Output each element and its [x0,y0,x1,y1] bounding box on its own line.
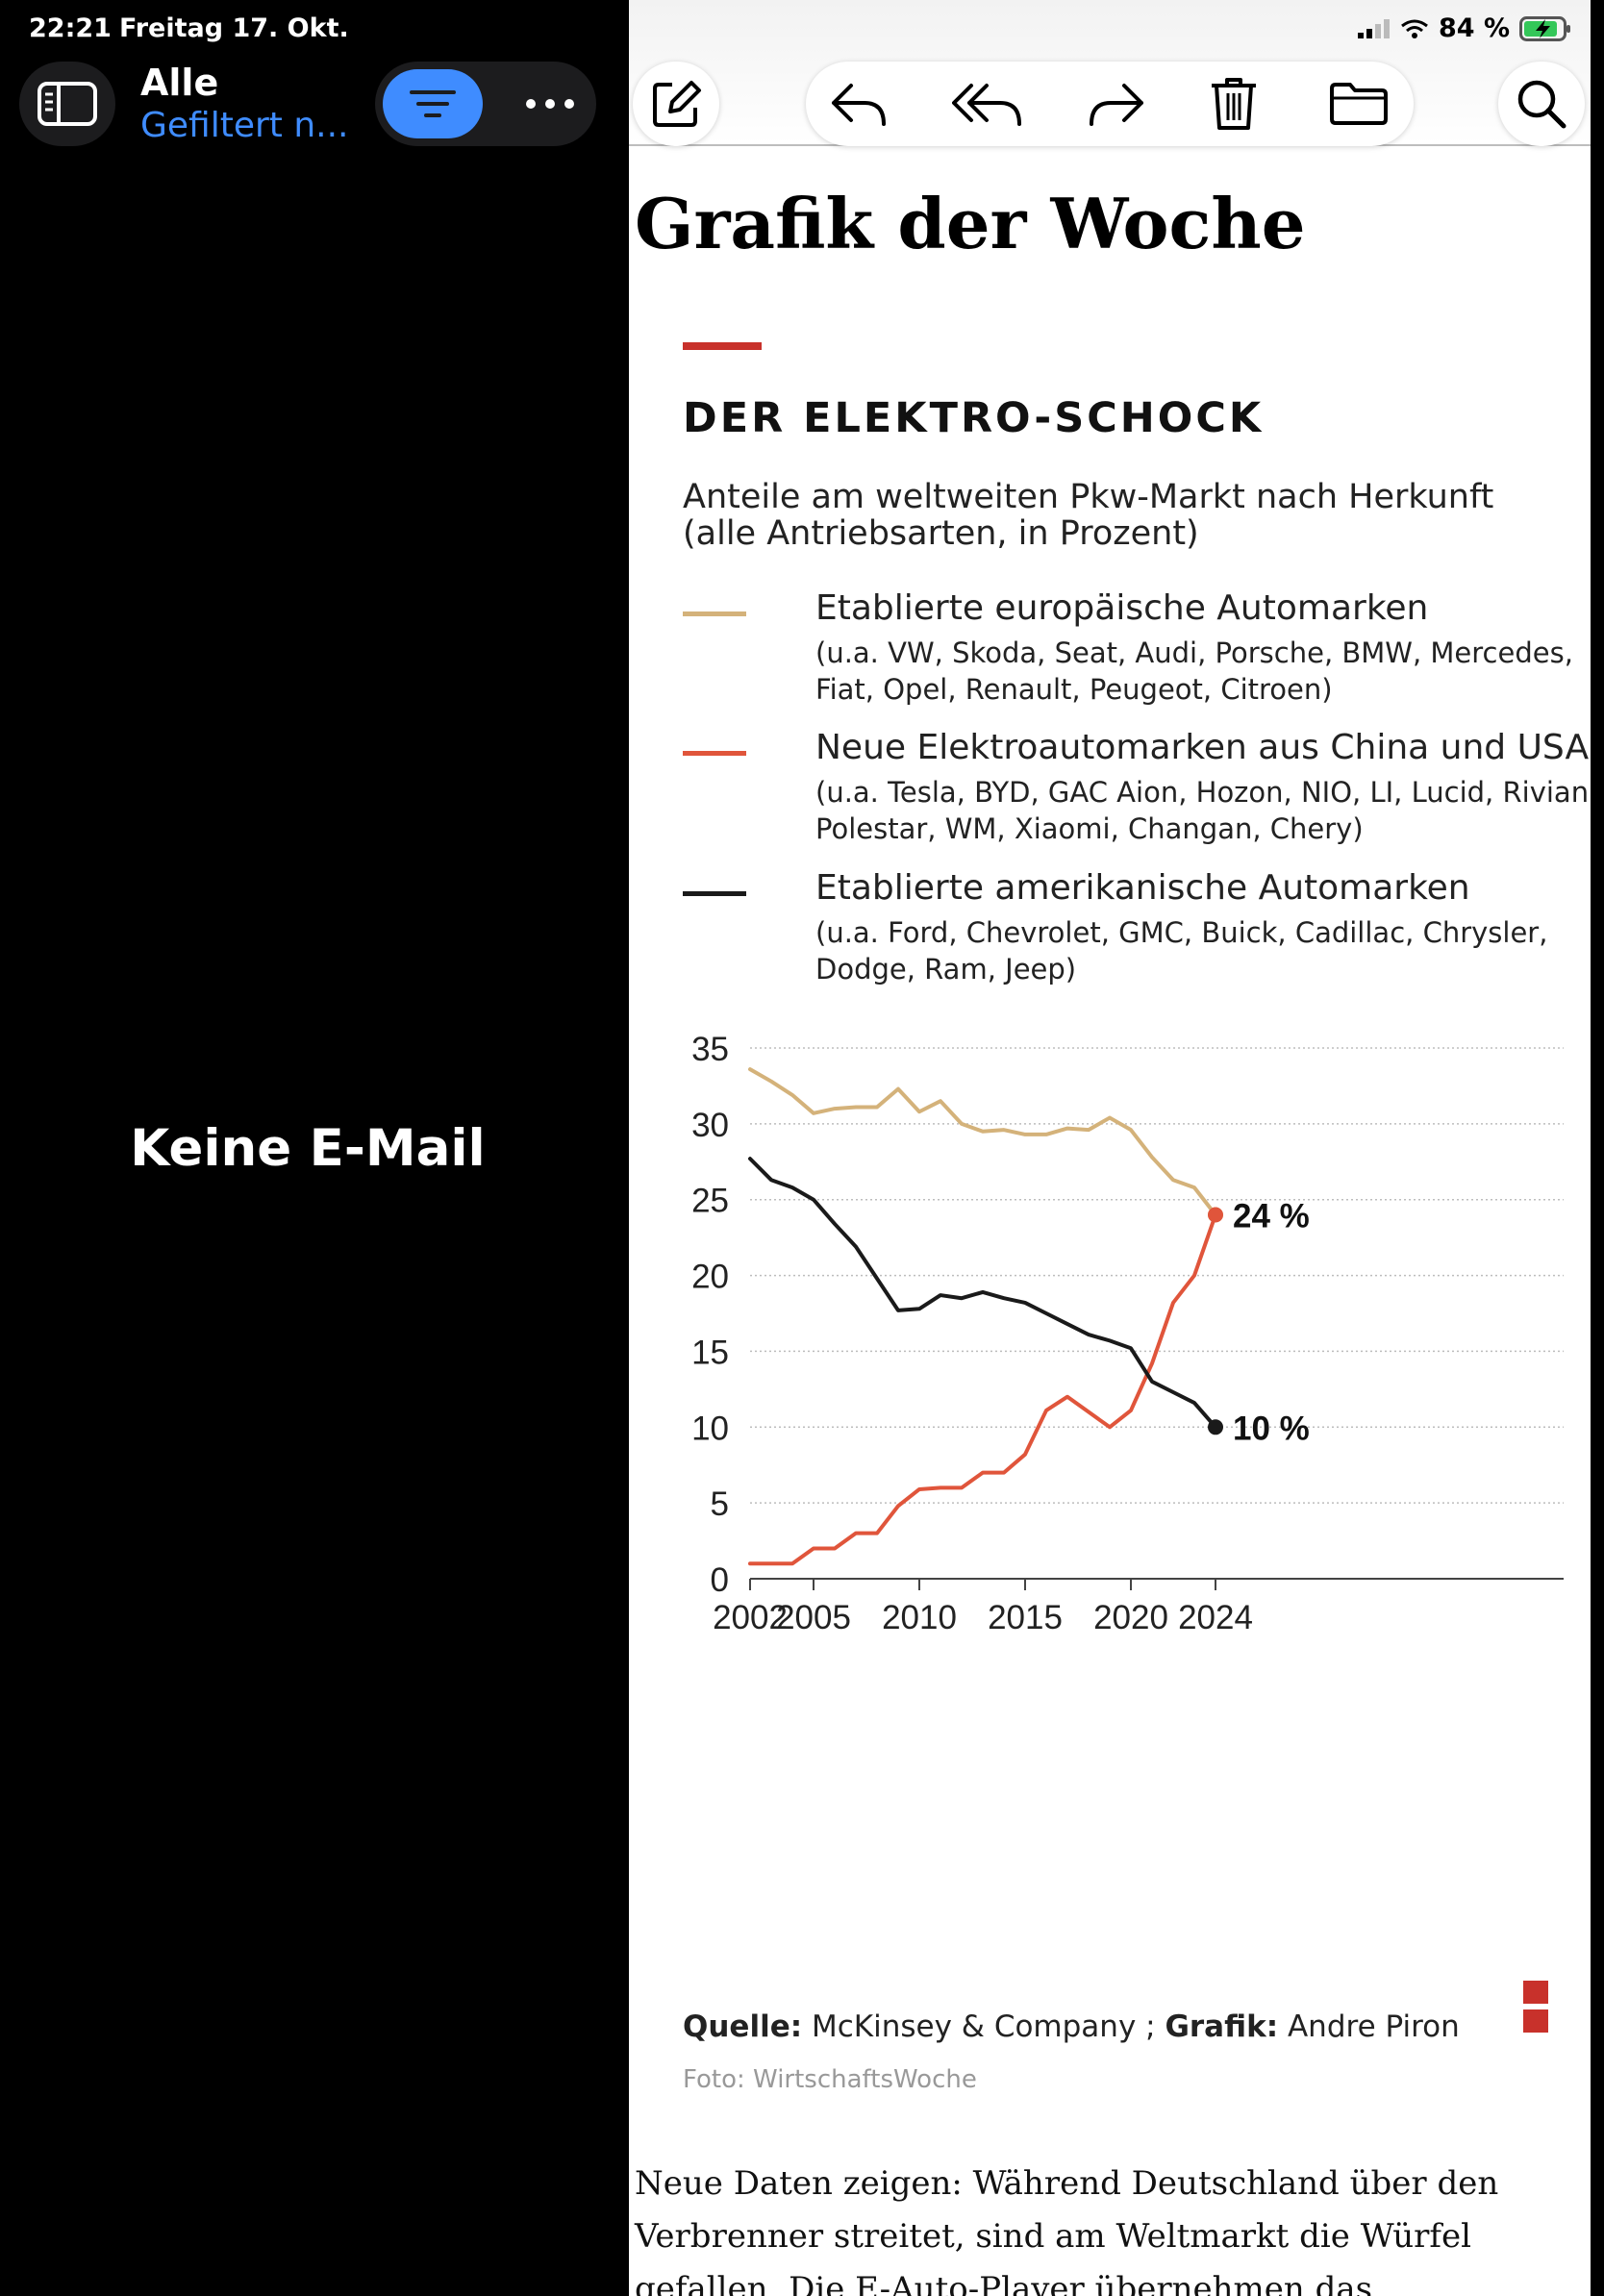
y-tick-label: 20 [691,1259,729,1296]
y-tick-label: 0 [711,1561,729,1599]
battery-percent: 84 % [1438,13,1510,43]
status-date: Freitag 17. Okt. [119,13,349,43]
y-tick-label: 5 [711,1485,729,1523]
series-new-ev-line [748,1212,1217,1566]
forward-button[interactable] [1073,62,1160,146]
x-tick-label: 2020 [1093,1599,1168,1636]
more-button[interactable] [510,69,590,138]
source-name: McKinsey & Company ; [811,2009,1156,2044]
article-body: Neue Daten zeigen: Während Deutschland ü… [635,2164,1499,2296]
battery-charging-icon [1519,15,1570,41]
publisher-logo [1523,1981,1548,2038]
y-tick-label: 25 [691,1183,729,1220]
reply-icon [832,84,886,126]
message-pane: 84 % [629,0,1591,2296]
series-new-ev-end-point [1208,1207,1223,1223]
y-tick-label: 10 [691,1410,729,1447]
filter-group [375,62,596,146]
chart-subtitle: Anteile am weltweiten Pkw-Markt nach Her… [683,478,1494,553]
legend-swatch [683,891,746,896]
series-american-line [748,1157,1217,1430]
source-label: Quelle: [683,2009,803,2044]
photo-credit: Foto: WirtschaftsWoche [683,2065,977,2094]
legend-swatch [683,751,746,756]
series-european-line [748,1067,1217,1217]
reply-button[interactable] [815,62,902,146]
status-time: 22:21 [29,13,112,43]
x-tick-label: 2002 [713,1599,788,1636]
pane-divider[interactable] [615,0,629,2296]
filter-icon [410,90,456,117]
legend-note: (u.a. Ford, Chevrolet, GMC, Buick, Cadil… [815,916,1548,986]
series-american-end-point [1208,1419,1223,1435]
y-tick-label: 15 [691,1334,729,1371]
y-tick-label: 35 [691,1031,729,1068]
x-tick-label: 2015 [988,1599,1063,1636]
message-actions [806,62,1414,146]
legend-name: Etablierte amerikanische Automarken [815,868,1470,908]
reply-all-icon [952,84,1021,126]
legend-name: Etablierte europäische Automarken [815,588,1429,628]
legend-note: (u.a. Tesla, BYD, GAC Aion, Hozon, NIO, … [815,776,1591,845]
chart-title: DER ELEKTRO-SCHOCK [683,394,1265,442]
status-indicators: 84 % [1357,13,1571,43]
mailbox-filter-subtitle[interactable]: Gefiltert n... [140,106,349,145]
search-icon [1517,80,1566,129]
x-tick-label: 2010 [882,1599,957,1636]
mailbox-title: Alle [140,62,219,104]
delete-button[interactable] [1190,62,1277,146]
article-title: Grafik der Woche [635,183,1306,264]
x-tick-label: 2024 [1178,1599,1253,1636]
sidebar-toggle-button[interactable] [19,62,115,146]
trash-icon [1212,78,1256,130]
folder-icon [1330,83,1388,125]
search-button[interactable] [1498,62,1585,146]
cellular-signal-icon [1357,18,1390,38]
wifi-icon [1401,19,1428,38]
compose-button[interactable] [633,62,719,146]
source-line: Quelle: McKinsey & Company ; Grafik: And… [683,2009,1460,2044]
reply-all-button[interactable] [944,62,1031,146]
series-european-end-label: 24 % [1233,1197,1310,1235]
sidebar-icon [38,82,97,126]
legend-note: (u.a. VW, Skoda, Seat, Audi, Porsche, BM… [815,636,1573,706]
series-american-end-label: 10 % [1233,1410,1310,1447]
forward-icon [1090,84,1143,126]
y-tick-label: 30 [691,1107,729,1144]
graphic-author: Andre Piron [1287,2009,1460,2044]
accent-bar [683,342,762,350]
filter-button[interactable] [383,69,483,138]
legend-name: Neue Elektroautomarken aus China und USA [815,728,1590,767]
move-to-folder-button[interactable] [1316,62,1402,146]
mailbox-list-pane: 22:21 Freitag 17. Okt. Alle Gefiltert n.… [0,0,615,2296]
legend-swatch [683,611,746,616]
more-icon [526,99,574,109]
compose-icon [653,81,701,127]
graphic-label: Grafik: [1165,2009,1279,2044]
x-tick-label: 2005 [776,1599,851,1636]
screen-edge [1591,0,1604,2296]
empty-mailbox-message: Keine E-Mail [130,1119,486,1178]
